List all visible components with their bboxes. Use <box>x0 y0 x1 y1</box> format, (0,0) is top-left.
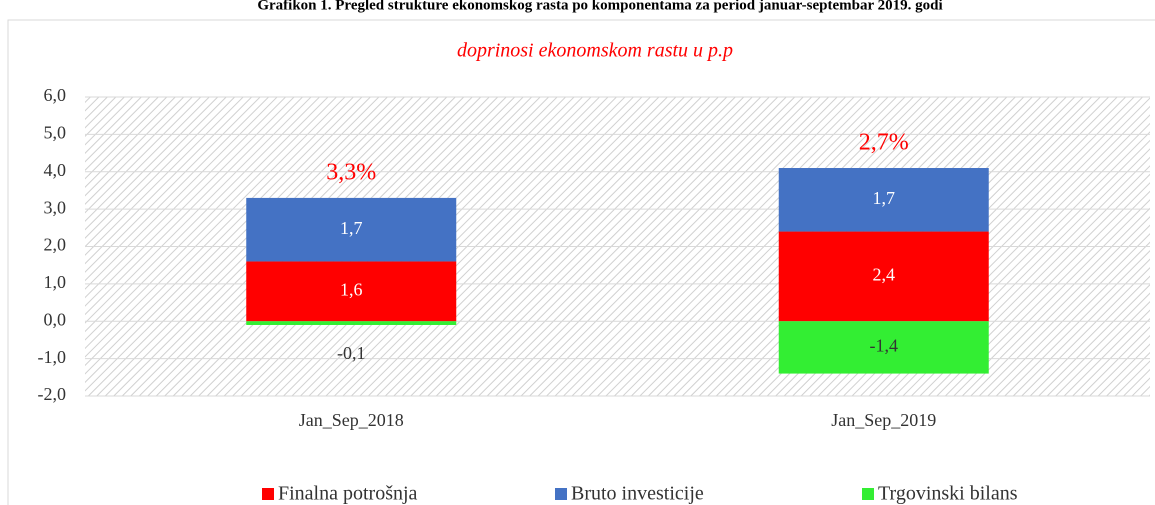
total-label: 2,7% <box>859 130 909 156</box>
legend-swatch <box>555 488 567 500</box>
x-tick-label: Jan_Sep_2018 <box>299 410 404 430</box>
y-tick-label: -1,0 <box>38 347 67 367</box>
y-tick-label: 1,0 <box>44 272 67 292</box>
y-tick-label: 6,0 <box>44 85 67 105</box>
bar-segment <box>246 321 457 325</box>
data-label: 1,7 <box>340 218 363 238</box>
chart-title: Grafikon 1. Pregled strukture ekonomskog… <box>257 0 942 13</box>
total-label: 3,3% <box>326 159 376 185</box>
data-label: 2,4 <box>873 265 896 285</box>
legend-swatch <box>262 488 274 500</box>
bar-segment <box>778 321 989 374</box>
y-tick-label: 5,0 <box>44 123 67 143</box>
bar-segment <box>778 231 989 322</box>
y-tick-label: 3,0 <box>44 197 67 217</box>
data-label: -0,1 <box>337 343 366 363</box>
legend-swatch <box>862 488 874 500</box>
data-label: 1,6 <box>340 279 363 299</box>
x-tick-label: Jan_Sep_2019 <box>831 410 936 430</box>
legend-label: Finalna potrošnja <box>278 483 418 505</box>
data-label: 1,7 <box>873 188 896 208</box>
legend-label: Trgovinski bilans <box>878 483 1018 505</box>
bar-segment <box>778 168 989 232</box>
y-tick-label: 4,0 <box>44 160 67 180</box>
bar-segment <box>246 261 457 322</box>
chart-subtitle: doprinosi ekonomskom rastu u p.p <box>457 40 733 62</box>
data-label: -1,4 <box>870 336 899 356</box>
y-tick-label: 2,0 <box>44 235 67 255</box>
bar-segment <box>246 197 457 262</box>
legend-label: Bruto investicije <box>571 483 704 505</box>
y-tick-label: -2,0 <box>38 384 67 404</box>
y-tick-label: 0,0 <box>44 309 67 329</box>
